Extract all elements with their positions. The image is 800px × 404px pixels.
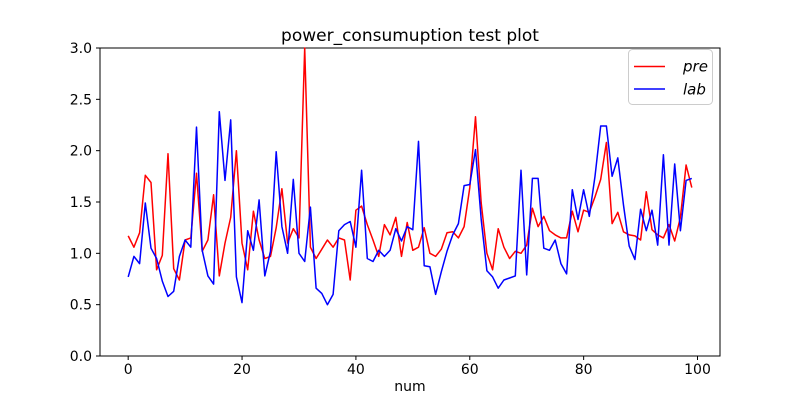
y-tick-label: 2.5 (70, 92, 92, 108)
series-line-lab (127, 110, 693, 306)
legend: pre lab (628, 49, 713, 105)
legend-box (628, 49, 713, 105)
legend-label-lab: lab (683, 81, 706, 99)
plot-lines (127, 47, 693, 306)
x-tick-label: 60 (461, 362, 479, 378)
x-tick-label: 40 (347, 362, 365, 378)
y-tick-label: 0.5 (70, 298, 92, 314)
x-tick-label: 100 (684, 362, 711, 378)
legend-label-pre: pre (682, 58, 708, 76)
x-axis-ticks: 0 20 40 60 80 100 (124, 356, 711, 378)
x-tick-label: 0 (124, 362, 133, 378)
y-tick-label: 2.0 (70, 144, 92, 160)
x-tick-label: 80 (575, 362, 593, 378)
x-tick-label: 20 (233, 362, 251, 378)
y-tick-label: 0.0 (70, 349, 92, 365)
x-axis-label: num (394, 379, 425, 395)
y-axis-ticks: 0.0 0.5 1.0 1.5 2.0 2.5 3.0 (70, 41, 100, 365)
y-tick-label: 3.0 (70, 41, 92, 57)
series-line-pre (127, 47, 693, 281)
y-tick-label: 1.5 (70, 195, 92, 211)
y-tick-label: 1.0 (70, 246, 92, 262)
chart-title: power_consumuption test plot (281, 26, 539, 46)
